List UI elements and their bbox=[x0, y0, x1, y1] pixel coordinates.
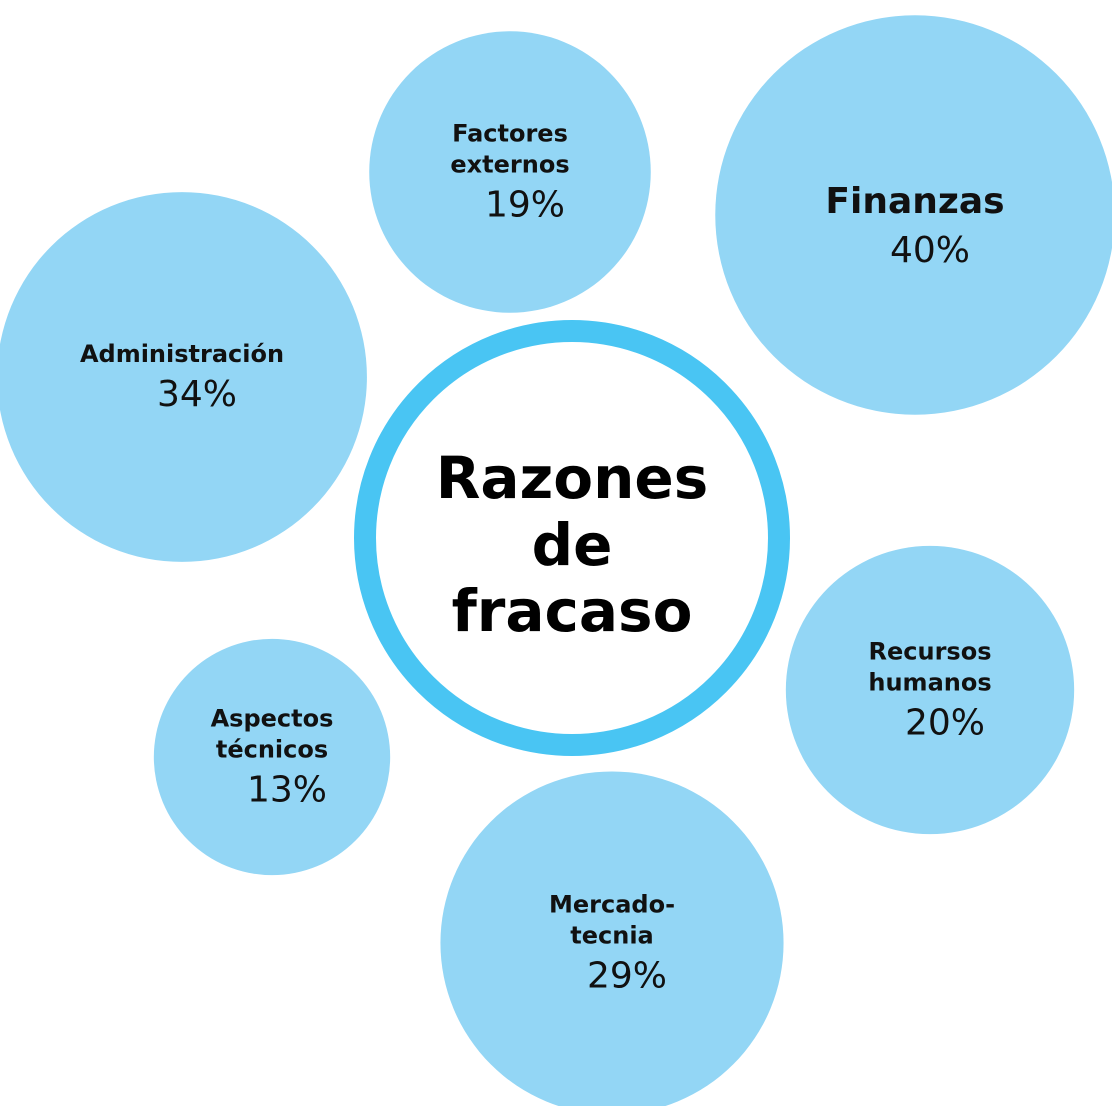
bubble bbox=[440, 771, 784, 1106]
category-label: Finanzas bbox=[825, 181, 1005, 223]
category-label: Aspectos técnicos bbox=[210, 704, 334, 764]
bubble-label: Aspectos técnicos 13% bbox=[211, 703, 334, 810]
bubble-label: Mercado- tecnia 29% bbox=[549, 889, 675, 996]
bubble-label: Administración 34% bbox=[80, 339, 284, 415]
bubble-label: Recursos humanos 20% bbox=[868, 636, 991, 743]
chart-title: Razones de fracaso bbox=[435, 443, 709, 646]
value-label: 29% bbox=[586, 955, 668, 997]
category-label: Mercado- tecnia bbox=[548, 890, 676, 950]
bubble bbox=[153, 638, 391, 876]
bubble bbox=[0, 192, 367, 562]
value-label: 40% bbox=[889, 229, 970, 271]
bubble bbox=[785, 545, 1075, 835]
bubble-label: Factores externos 19% bbox=[450, 118, 569, 225]
bubble bbox=[369, 31, 651, 313]
value-label: 13% bbox=[246, 769, 328, 811]
bubble-label: Finanzas 40% bbox=[825, 179, 1004, 271]
bubble bbox=[715, 15, 1112, 415]
value-label: 34% bbox=[156, 374, 237, 416]
category-label: Recursos humanos bbox=[868, 637, 992, 697]
value-label: 20% bbox=[904, 702, 986, 744]
category-label: Administración bbox=[79, 339, 285, 368]
value-label: 19% bbox=[484, 184, 566, 226]
category-label: Factores externos bbox=[450, 119, 570, 179]
center-ring bbox=[354, 320, 790, 756]
